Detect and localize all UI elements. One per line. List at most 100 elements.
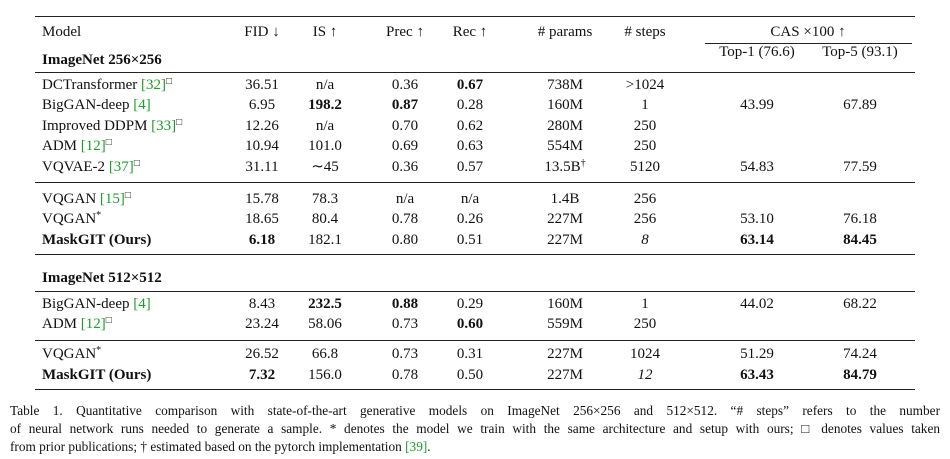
table-cell: 1024 (630, 346, 660, 362)
table-cell: 0.87 (391, 97, 419, 113)
column-header: # params (537, 24, 593, 40)
table-cell: 12.26 (245, 118, 279, 134)
table-cell: 738M (547, 77, 583, 93)
table-cell: n/a (315, 77, 335, 93)
footnote-mark: □ (176, 117, 183, 128)
model-name: DCTransformer (42, 77, 138, 93)
model-cell: BigGAN-deep [4] (42, 96, 151, 114)
model-name: VQGAN (42, 191, 97, 207)
table-cell: 227M (547, 367, 583, 383)
model-name: ADM (42, 316, 78, 332)
table-cell: 0.69 (391, 138, 419, 154)
cas-cell: 44.02 (740, 296, 774, 312)
table-cell: 13.5B† (544, 158, 585, 176)
table-cell: 250 (633, 118, 657, 134)
citation: [4] (133, 296, 151, 312)
table-cell: 559M (547, 316, 583, 332)
model-name: BigGAN-deep (42, 296, 130, 312)
caption-text: . (427, 439, 431, 454)
model-cell: VQGAN* (42, 210, 101, 228)
table-cell: 0.73 (391, 316, 419, 332)
caption-text: of neural network runs needed to generat… (10, 421, 940, 436)
model-cell: MaskGIT (Ours) (42, 366, 151, 384)
table-cell: 5120 (630, 159, 660, 175)
table-cell: 31.11 (245, 159, 279, 175)
column-header: Rec ↑ (452, 24, 488, 40)
model-name: MaskGIT (Ours) (42, 232, 152, 248)
cell-text: 13.5B (544, 159, 581, 175)
table-cell: 80.4 (311, 211, 339, 227)
table-cell: 160M (547, 97, 583, 113)
rule (705, 43, 912, 44)
table-cell: 0.73 (391, 346, 419, 362)
table-cell: n/a (460, 191, 480, 207)
table-cell: 6.95 (248, 97, 276, 113)
footnote-mark: * (96, 345, 102, 356)
table-cell: 0.80 (391, 232, 419, 248)
table-cell: 1 (641, 97, 649, 113)
section-title: ImageNet 256×256 (42, 52, 162, 68)
table-cell: 554M (547, 138, 583, 154)
column-header: FID ↓ (244, 24, 280, 40)
table-cell: 18.65 (245, 211, 279, 227)
column-header: # steps (624, 24, 666, 40)
footnote-mark: □ (166, 76, 173, 87)
cas-cell: 74.24 (843, 346, 877, 362)
cas-subheader: Top-5 (93.1) (822, 44, 898, 60)
table-cell: 0.60 (456, 316, 484, 332)
table-cell: n/a (315, 118, 335, 134)
cas-cell: 84.45 (843, 232, 877, 248)
citation: [37] (108, 159, 134, 175)
table-cell: 26.52 (245, 346, 279, 362)
table-cell: ∼45 (311, 159, 339, 175)
table-cell: 280M (547, 118, 583, 134)
footnote-mark: □ (124, 190, 131, 201)
cas-header: CAS ×100 ↑ (770, 24, 846, 40)
table-cell: 0.63 (456, 138, 484, 154)
model-cell: MaskGIT (Ours) (42, 231, 151, 249)
rule (35, 254, 915, 255)
caption-line: Table 1. Quantitative comparison with st… (10, 402, 940, 420)
rule (35, 72, 915, 73)
table-cell: 0.31 (456, 346, 484, 362)
model-name: VQGAN (42, 346, 97, 362)
table-cell: 0.57 (456, 159, 484, 175)
table-cell: 0.29 (456, 296, 484, 312)
rule (35, 389, 915, 390)
model-cell: ADM [12]□ (42, 137, 112, 155)
table-cell: 0.78 (391, 367, 419, 383)
table-cell: 198.2 (308, 97, 342, 113)
citation: [12] (80, 138, 106, 154)
table-cell: 36.51 (245, 77, 279, 93)
citation: [32] (141, 77, 167, 93)
caption-text: from prior publications; † estimated bas… (10, 439, 406, 454)
table-cell: >1024 (625, 77, 665, 93)
footnote-mark: □ (105, 315, 112, 326)
model-name: VQGAN (42, 211, 97, 227)
table-cell: n/a (395, 191, 415, 207)
table-cell: 256 (633, 191, 657, 207)
cas-cell: 76.18 (843, 211, 877, 227)
cas-cell: 68.22 (843, 296, 877, 312)
table-cell: 0.51 (456, 232, 484, 248)
table-cell: 101.0 (308, 138, 342, 154)
table-cell: 12 (637, 367, 653, 383)
table-cell: 66.8 (311, 346, 339, 362)
table-cell: 182.1 (308, 232, 342, 248)
model-name: VQVAE-2 (42, 159, 106, 175)
citation: [33] (151, 118, 177, 134)
cas-cell: 54.83 (740, 159, 774, 175)
table-cell: 256 (633, 211, 657, 227)
table-cell: 160M (547, 296, 583, 312)
cas-cell: 77.59 (843, 159, 877, 175)
model-cell: BigGAN-deep [4] (42, 295, 151, 313)
citation: [12] (80, 316, 106, 332)
cas-cell: 53.10 (740, 211, 774, 227)
table-cell: 23.24 (245, 316, 279, 332)
table-cell: 156.0 (308, 367, 342, 383)
model-cell: Improved DDPM [33]□ (42, 117, 182, 135)
table-cell: 250 (633, 138, 657, 154)
table-cell: 0.78 (391, 211, 419, 227)
table-cell: 0.62 (456, 118, 484, 134)
